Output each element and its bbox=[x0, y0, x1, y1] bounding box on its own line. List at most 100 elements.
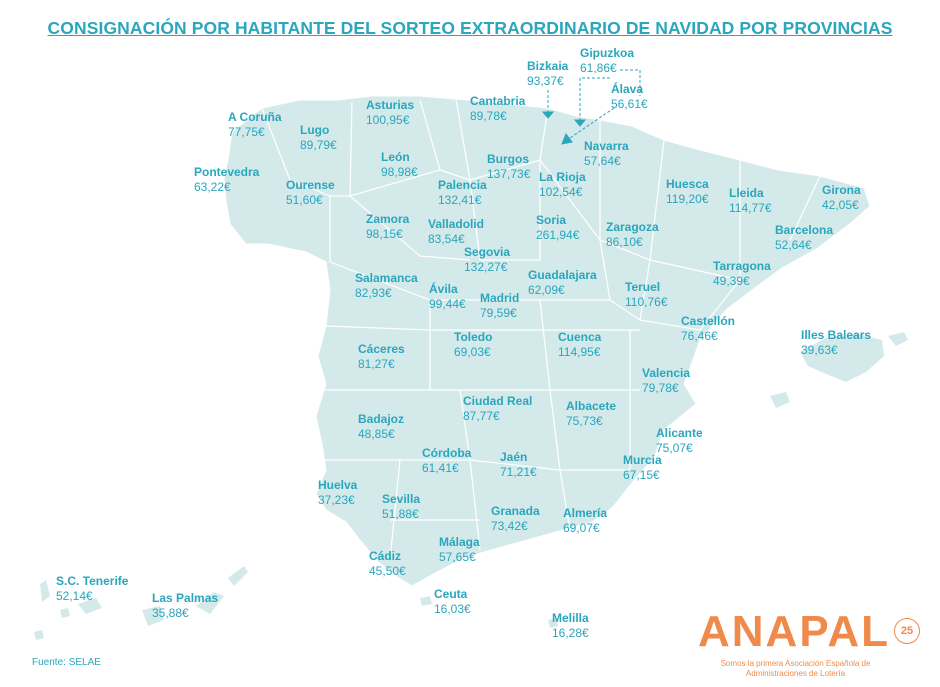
province-value: 57,64€ bbox=[584, 154, 621, 168]
province-label-a-coruna: A Coruña 77,75€ bbox=[228, 110, 282, 140]
province-value: 77,75€ bbox=[228, 125, 265, 139]
province-label-zaragoza: Zaragoza 86,10€ bbox=[606, 220, 659, 250]
province-label-barcelona: Barcelona 52,64€ bbox=[775, 223, 833, 253]
province-value: 45,50€ bbox=[369, 564, 406, 578]
province-label-tarragona: Tarragona 49,39€ bbox=[713, 259, 771, 289]
province-label-navarra: Navarra 57,64€ bbox=[584, 139, 629, 169]
province-name: Madrid bbox=[480, 291, 520, 305]
province-name: Melilla bbox=[552, 611, 589, 625]
province-value: 52,14€ bbox=[56, 589, 93, 603]
province-label-cantabria: Cantabria 89,78€ bbox=[470, 94, 525, 124]
province-name: Bizkaia bbox=[527, 59, 569, 73]
map-title: CONSIGNACIÓN POR HABITANTE DEL SORTEO EX… bbox=[47, 18, 893, 38]
province-label-cadiz: Cádiz 45,50€ bbox=[369, 549, 406, 579]
anniversary-badge-icon: 25 bbox=[894, 618, 920, 644]
province-value: 261,94€ bbox=[536, 228, 580, 242]
province-label-zamora: Zamora 98,15€ bbox=[366, 212, 409, 242]
province-value: 132,41€ bbox=[438, 193, 482, 207]
province-value: 67,15€ bbox=[623, 468, 660, 482]
province-name: Illes Balears bbox=[801, 328, 872, 342]
fuerteventura bbox=[196, 592, 224, 614]
province-label-segovia: Segovia 132,27€ bbox=[464, 245, 510, 275]
province-name: Badajoz bbox=[358, 412, 405, 426]
logo-wordmark: ANAPAL bbox=[698, 607, 891, 656]
province-name: Gipuzkoa bbox=[580, 46, 635, 60]
province-value: 51,88€ bbox=[382, 507, 419, 521]
province-label-ciudad-real: Ciudad Real 87,77€ bbox=[463, 394, 532, 424]
el-hierro bbox=[34, 630, 44, 640]
province-label-malaga: Málaga 57,65€ bbox=[439, 535, 480, 565]
province-name: Lugo bbox=[300, 123, 330, 137]
province-label-salamanca: Salamanca 82,93€ bbox=[355, 271, 418, 301]
province-name: Ourense bbox=[286, 178, 335, 192]
province-name: Guadalajara bbox=[528, 268, 597, 282]
province-label-guadalajara: Guadalajara 62,09€ bbox=[528, 268, 597, 298]
province-name: Córdoba bbox=[422, 446, 472, 460]
province-label-s-c-tenerife: S.C. Tenerife 52,14€ bbox=[56, 574, 128, 604]
province-label-asturias: Asturias 100,95€ bbox=[366, 98, 414, 128]
province-value: 102,54€ bbox=[539, 185, 583, 199]
province-value: 132,27€ bbox=[464, 260, 508, 274]
province-label-alicante: Alicante 75,07€ bbox=[656, 426, 703, 456]
province-value: 69,07€ bbox=[563, 521, 600, 535]
province-name: Málaga bbox=[439, 535, 480, 549]
province-name: Valencia bbox=[642, 366, 691, 380]
province-name: Pontevedra bbox=[194, 165, 260, 179]
province-name: Cantabria bbox=[470, 94, 526, 108]
province-value: 52,64€ bbox=[775, 238, 812, 252]
province-name: Albacete bbox=[566, 399, 617, 413]
province-value: 89,78€ bbox=[470, 109, 507, 123]
source-note: Fuente: SELAE bbox=[32, 657, 101, 668]
province-name: Granada bbox=[491, 504, 540, 518]
melilla bbox=[548, 618, 558, 628]
province-name: Ciudad Real bbox=[463, 394, 533, 408]
logo-tagline: Somos la primera Asociación Española de … bbox=[720, 659, 871, 678]
province-value: 73,42€ bbox=[491, 519, 528, 533]
province-value: 16,03€ bbox=[434, 602, 471, 616]
ceuta bbox=[420, 596, 432, 606]
province-value: 110,76€ bbox=[625, 295, 668, 309]
province-value: 49,39€ bbox=[713, 274, 750, 288]
province-value: 48,85€ bbox=[358, 427, 395, 441]
province-label-huelva: Huelva 37,23€ bbox=[318, 478, 357, 508]
province-value: 100,95€ bbox=[366, 113, 410, 127]
province-name: S.C. Tenerife bbox=[56, 574, 129, 588]
province-value: 114,95€ bbox=[558, 345, 601, 359]
province-label-castellon: Castellón 76,46€ bbox=[681, 314, 735, 344]
province-name: Ceuta bbox=[434, 587, 468, 601]
province-value: 114,77€ bbox=[729, 201, 772, 215]
province-name: Alicante bbox=[656, 426, 703, 440]
province-label-palencia: Palencia 132,41€ bbox=[438, 178, 487, 208]
province-value: 61,86€ bbox=[580, 61, 617, 75]
province-label-badajoz: Badajoz 48,85€ bbox=[358, 412, 404, 442]
province-label-albacete: Albacete 75,73€ bbox=[566, 399, 616, 429]
province-label-jaen: Jaén 71,21€ bbox=[500, 450, 537, 480]
province-label-burgos: Burgos 137,73€ bbox=[487, 152, 530, 182]
peninsula-landmass bbox=[223, 95, 871, 587]
province-value: 62,09€ bbox=[528, 283, 565, 297]
province-name: Palencia bbox=[438, 178, 487, 192]
province-value: 56,61€ bbox=[611, 97, 648, 111]
province-name: Cuenca bbox=[558, 330, 602, 344]
province-name: Segovia bbox=[464, 245, 511, 259]
province-value: 82,93€ bbox=[355, 286, 392, 300]
province-label-melilla: Melilla 16,28€ bbox=[552, 611, 589, 641]
province-value: 35,88€ bbox=[152, 606, 189, 620]
province-label-teruel: Teruel 110,76€ bbox=[625, 280, 668, 310]
province-value: 39,63€ bbox=[801, 343, 838, 357]
province-name: Murcia bbox=[623, 453, 662, 467]
province-label-cordoba: Córdoba 61,41€ bbox=[422, 446, 471, 476]
province-label-toledo: Toledo 69,03€ bbox=[454, 330, 492, 360]
province-name: Huesca bbox=[666, 177, 709, 191]
province-name: Cáceres bbox=[358, 342, 405, 356]
province-value: 75,07€ bbox=[656, 441, 693, 455]
province-label-murcia: Murcia 67,15€ bbox=[623, 453, 662, 483]
province-name: La Rioja bbox=[539, 170, 586, 184]
province-label-caceres: Cáceres 81,27€ bbox=[358, 342, 405, 372]
province-name: Valladolid bbox=[428, 217, 485, 231]
province-label-girona: Girona 42,05€ bbox=[822, 183, 861, 213]
province-value: 37,23€ bbox=[318, 493, 355, 507]
gran-canaria bbox=[142, 606, 164, 626]
province-value: 63,22€ bbox=[194, 180, 231, 194]
province-label-lugo: Lugo 89,79€ bbox=[300, 123, 337, 153]
